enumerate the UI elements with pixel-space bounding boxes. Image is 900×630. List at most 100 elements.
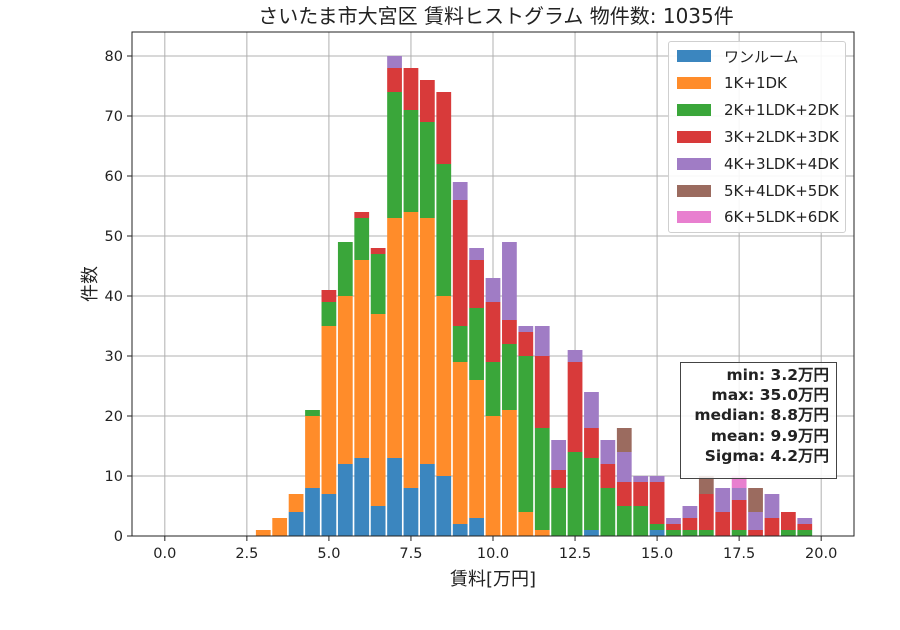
bar-segment: [387, 68, 402, 92]
legend-swatch: [677, 211, 711, 224]
bar-segment: [534, 428, 550, 530]
bar-segment: [682, 518, 698, 530]
bar-segment: [387, 56, 402, 68]
bar-segment: [337, 464, 353, 536]
bar-segment: [321, 302, 337, 326]
bar-segment: [255, 530, 271, 536]
y-tick-label: 80: [105, 49, 123, 65]
chart-title: さいたま市大宮区 賃料ヒストグラム 物件数: 1035件: [258, 4, 734, 28]
bar-segment: [337, 242, 353, 296]
legend-label: 4K+3LDK+4DK: [724, 154, 839, 173]
bar-segment: [469, 380, 484, 518]
stats-line: min: 3.2万円: [726, 366, 829, 384]
bar-segment: [649, 476, 665, 482]
bar-segment: [502, 320, 517, 344]
x-tick-label: 0.0: [153, 546, 176, 562]
y-axis-label: 件数: [80, 266, 101, 302]
bar-segment: [649, 482, 665, 524]
bar-segment: [715, 512, 731, 536]
bar-segment: [666, 530, 681, 536]
bar-segment: [403, 488, 419, 536]
bar-segment: [600, 488, 616, 536]
bar-segment: [551, 470, 567, 488]
bar-segment: [797, 518, 813, 524]
legend-label: 6K+5LDK+6DK: [724, 208, 839, 227]
legend-swatch: [677, 130, 711, 143]
bar-segment: [780, 530, 796, 536]
bar-segment: [502, 242, 517, 320]
bar-segment: [288, 494, 304, 512]
x-axis-ticks: 0.0 2.5 5.0 7.5 10.0 12.5 15.0 17.5 20.0: [153, 536, 837, 562]
bar-segment: [731, 476, 747, 488]
legend-item: 2K+1LDK+2DK: [677, 99, 839, 121]
bar-segment: [419, 218, 435, 464]
y-tick-label: 60: [105, 169, 123, 185]
bar-segment: [485, 416, 501, 536]
bar-segment: [567, 350, 583, 362]
stats-line: Sigma: 4.2万円: [704, 446, 829, 465]
legend-item: 1K+1DK: [677, 72, 787, 94]
bar-segment: [518, 356, 534, 512]
bar-segment: [452, 182, 468, 200]
bar-segment: [387, 458, 402, 536]
bars-group: [255, 56, 813, 536]
y-tick-label: 70: [105, 109, 123, 125]
bar-segment: [370, 248, 386, 254]
bar-segment: [452, 362, 468, 524]
bar-segment: [452, 524, 468, 536]
bar-segment: [633, 476, 649, 482]
bar-segment: [387, 92, 402, 218]
bar-segment: [616, 452, 632, 482]
bar-segment: [485, 362, 501, 416]
bar-segment: [584, 392, 599, 428]
y-tick-label: 40: [105, 289, 123, 305]
bar-segment: [748, 488, 763, 512]
bar-segment: [354, 218, 370, 260]
legend-label: 5K+4LDK+5DK: [724, 181, 839, 200]
bar-segment: [321, 494, 337, 536]
legend-item: 5K+4LDK+5DK: [677, 180, 839, 202]
bar-segment: [370, 314, 386, 506]
y-tick-label: 30: [105, 349, 123, 365]
bar-segment: [518, 512, 534, 536]
bar-segment: [600, 440, 616, 464]
bar-segment: [567, 452, 583, 536]
bar-segment: [337, 296, 353, 464]
bar-segment: [567, 362, 583, 452]
bar-segment: [534, 326, 550, 356]
bar-segment: [272, 518, 288, 536]
bar-segment: [584, 458, 599, 530]
x-tick-label: 12.5: [559, 546, 591, 562]
legend-swatch: [677, 103, 711, 116]
bar-segment: [305, 488, 320, 536]
legend-label: 1K+1DK: [724, 73, 787, 92]
y-tick-label: 50: [105, 229, 123, 245]
bar-segment: [797, 524, 813, 530]
bar-segment: [452, 326, 468, 362]
bar-segment: [419, 80, 435, 122]
bar-segment: [534, 530, 550, 536]
bar-segment: [616, 506, 632, 536]
stats-box: min: 3.2万円 max: 35.0万円 median: 8.8万円 mean: …: [680, 362, 837, 479]
bar-segment: [698, 530, 714, 536]
x-tick-label: 15.0: [641, 546, 673, 562]
legend-swatch: [677, 157, 711, 170]
legend-label: ワンルーム: [724, 47, 799, 66]
legend-swatch: [677, 76, 711, 89]
bar-segment: [633, 482, 649, 506]
stats-line: max: 35.0万円: [711, 386, 829, 405]
bar-segment: [764, 494, 780, 518]
bar-segment: [698, 494, 714, 530]
y-tick-label: 0: [114, 529, 123, 545]
bar-segment: [469, 260, 484, 308]
bar-segment: [551, 488, 567, 536]
bar-segment: [764, 518, 780, 536]
bar-segment: [354, 212, 370, 218]
bar-segment: [682, 506, 698, 518]
bar-segment: [403, 68, 419, 110]
legend-item: 3K+2LDK+3DK: [677, 126, 839, 148]
bar-segment: [469, 248, 484, 260]
bar-segment: [305, 416, 320, 488]
bar-segment: [419, 464, 435, 536]
